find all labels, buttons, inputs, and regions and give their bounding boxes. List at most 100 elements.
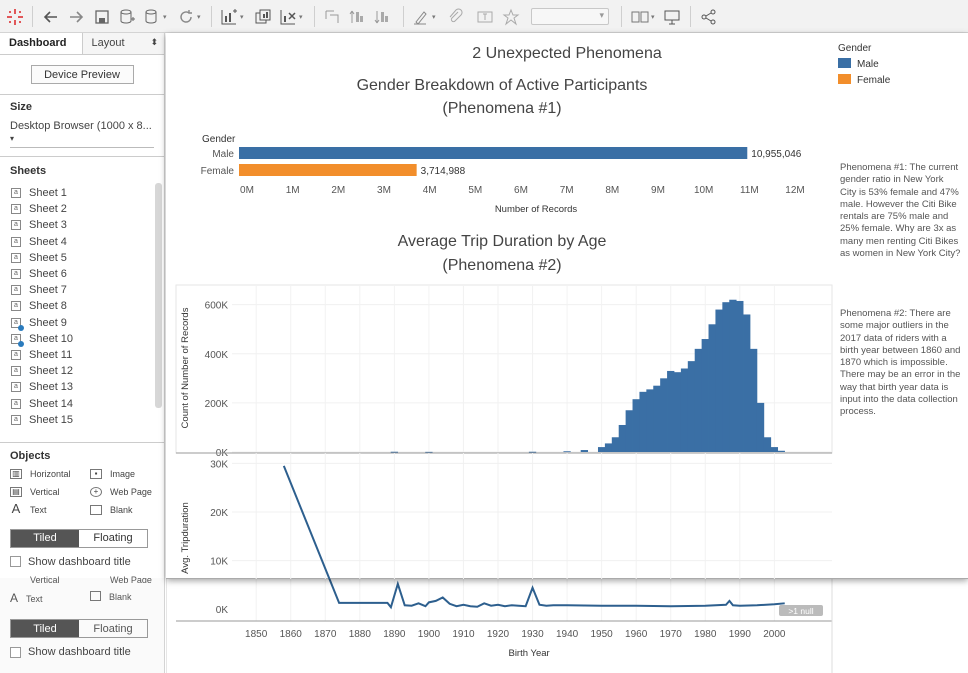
chart2-subtitle: (Phenomena #2) [442,257,562,274]
sheet-item[interactable]: a Sheet 6 [0,266,164,282]
object-text[interactable]: A Text [10,502,90,517]
histogram-bar [694,348,703,452]
redo-icon[interactable] [67,6,85,27]
object-vertical[interactable]: ▤ Vertical [10,485,90,499]
presentation-mode-icon[interactable] [663,6,681,27]
histogram-bar [597,447,606,452]
floating-button[interactable]: Floating [93,532,133,545]
sheet-icon: a [11,349,21,360]
tick-label: 30K [210,459,228,470]
tick-label: 1940 [556,629,579,640]
show-cards-icon[interactable]: ▾ [631,6,655,27]
sheet-label: Sheet 8 [29,300,67,313]
sheet-item[interactable]: a Sheet 12 [0,363,164,379]
sheet-item[interactable]: a Sheet 2 [0,201,164,217]
clear-sheet-icon[interactable]: ▾ [279,6,303,27]
pause-updates-icon[interactable]: ▾ [143,6,167,27]
new-datasource-icon[interactable] [118,6,136,27]
sheet-item[interactable]: a Sheet 8 [0,298,164,314]
fit-dropdown[interactable] [531,8,609,25]
sheet-label: Sheet 14 [29,397,74,410]
histogram-bar [715,309,723,452]
duplicate-sheet-icon[interactable] [254,6,272,27]
histogram-bar [743,314,751,452]
x-axis-label: Number of Records [495,204,578,215]
tiled-floating-toggle: Tiled Floating [10,528,148,548]
refresh-icon[interactable]: ▾ [177,6,201,27]
sheet-label: Sheet 11 [29,348,73,361]
category-label: Female [201,166,235,177]
save-icon[interactable] [93,6,111,27]
tab-dashboard[interactable]: Dashboard [0,33,83,54]
sheet-list: a Sheet 1 a Sheet 2 a Sheet 3 a Sheet 4 a Sheet 5… [0,185,164,428]
sheet-item[interactable]: a Sheet 11 [0,347,164,363]
object-horizontal[interactable]: ▥ Horizontal [10,467,90,481]
highlight-icon[interactable]: ▾ [412,6,436,27]
bar-female [239,164,417,176]
sheet-item[interactable]: a Sheet 9 [0,315,164,331]
tab-layout[interactable]: Layout [82,33,164,54]
legend-swatch-female [838,74,851,84]
sheet-item[interactable]: a Sheet 7 [0,282,164,298]
show-title-checkbox[interactable] [10,556,21,568]
sort-descending-icon[interactable] [374,6,392,27]
legend-item-male[interactable]: Male [838,58,890,70]
show-labels-icon[interactable] [476,6,494,27]
sheet-item[interactable]: a Sheet 14 [0,395,164,411]
sheet-list-scrollbar[interactable] [155,183,162,408]
object-label: Text [30,504,47,515]
group-members-icon[interactable] [446,6,464,27]
show-title-checkbox-row[interactable]: Show dashboard title [0,548,164,568]
histogram-bar [646,389,654,452]
size-dropdown[interactable]: Desktop Browser (1000 x 8... ▾ [10,118,154,148]
sheet-item[interactable]: a Sheet 3 [0,217,164,233]
phenomena-2-note: Phenomena #2: There are some major outli… [840,308,961,418]
tiled-button[interactable]: Tiled [11,529,79,547]
chart2-title: Average Trip Duration by Age [397,233,607,250]
histogram-bar [660,378,668,452]
sheet-item[interactable]: a Sheet 1 [0,185,164,201]
tableau-logo-icon[interactable] [6,6,24,27]
null-indicator-label: >1 null [788,606,813,616]
tick-label: 2M [331,185,345,196]
sort-ascending-icon[interactable] [349,6,367,27]
sheet-label: Sheet 12 [29,365,74,378]
toolbar-divider [32,6,33,27]
tick-label: 8M [605,185,619,196]
legend-item-female[interactable]: Female [838,74,890,86]
sheet-item[interactable]: a Sheet 13 [0,379,164,395]
sheet-icon: a [11,269,21,280]
swap-rows-columns-icon[interactable] [323,6,341,27]
sheet-item[interactable]: a Sheet 15 [0,412,164,428]
device-preview-button[interactable]: Device Preview [30,65,134,84]
sheet-item[interactable]: a Sheet 4 [0,234,164,250]
blank-icon [90,591,101,601]
undo-icon[interactable] [42,6,60,27]
histogram-bar [425,451,433,453]
object-blank[interactable]: Blank [90,503,170,517]
row-header: Gender [202,134,236,145]
share-icon[interactable] [700,6,718,27]
ghost-object-label: Text [26,594,43,604]
legend-swatch-male [838,58,851,68]
gender-legend[interactable]: Gender Male Female [838,43,890,86]
tick-label: 3M [377,185,391,196]
sheet-label: Sheet 1 [29,187,67,200]
y-axis-label: Avg. Tripduration [180,502,191,574]
sheet-item[interactable]: a Sheet 5 [0,250,164,266]
object-image[interactable]: ▪ Image [90,467,170,481]
tick-label: 1M [286,185,300,196]
sheet-icon: a [11,333,24,347]
new-worksheet-icon[interactable]: ▾ [220,6,244,27]
chevron-down-icon: ▾ [10,134,15,143]
sheet-label: Sheet 13 [29,381,74,394]
histogram-bar [680,368,689,452]
tick-label: 1950 [591,629,614,640]
object-web-page[interactable]: + Web Page [90,485,170,499]
histogram-bar [673,372,682,452]
bar-male [239,147,748,159]
fix-axes-icon[interactable] [502,6,520,27]
sheet-item[interactable]: a Sheet 10 [0,331,164,347]
tick-label: 1930 [521,629,544,640]
legend-label: Female [857,75,891,86]
